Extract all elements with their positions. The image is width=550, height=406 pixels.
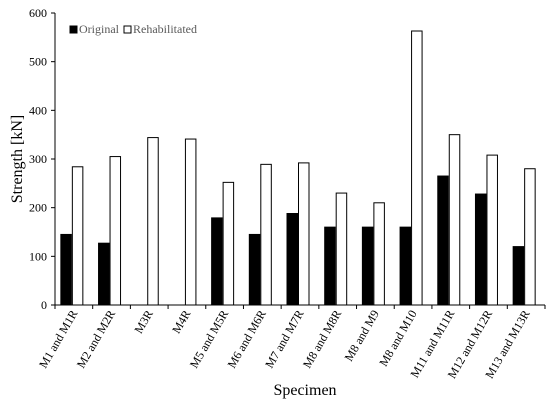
bar-original-12	[474, 193, 487, 306]
bar-original-13	[512, 246, 525, 306]
x-tick-label: M1 and M1R	[36, 308, 80, 371]
bar-rehabilitated-13	[524, 168, 536, 306]
legend-label-rehabilitated: Rehabilitated	[133, 22, 197, 36]
y-tick-label: 0	[41, 298, 47, 312]
y-tick-label: 200	[29, 201, 47, 215]
bar-rehabilitated-12	[486, 154, 498, 306]
legend-label-original: Original	[79, 22, 120, 36]
y-axis-title: Strength [kN]	[9, 115, 26, 203]
x-tick-label: M5 and M5R	[187, 308, 231, 371]
bar-original-11	[437, 175, 449, 306]
bar-rehabilitated-1	[71, 166, 84, 306]
bar-original-6	[248, 233, 261, 306]
y-tick-label: 400	[29, 103, 47, 117]
bar-rehabilitated-8	[335, 192, 348, 306]
bar-rehabilitated-9	[373, 202, 385, 306]
bar-original-2	[98, 242, 110, 306]
bar-original-10	[399, 226, 412, 306]
y-tick-label: 500	[29, 55, 47, 69]
bar-original-1	[60, 233, 72, 306]
y-tick-label: 300	[29, 152, 47, 166]
bar-original-5	[211, 217, 223, 306]
y-axis-ticks: 0 100 200 300 400 500 600	[29, 6, 55, 312]
bar-original-7	[286, 213, 298, 306]
bar-original-9	[361, 226, 374, 306]
x-tick-label: M8 and M10	[376, 308, 419, 369]
x-tick-label: M8 and M8R	[300, 308, 344, 371]
x-tick-label: M7 and M7R	[262, 308, 306, 371]
bar-rehabilitated-3	[147, 137, 159, 306]
bars	[60, 30, 536, 306]
axes	[54, 13, 545, 306]
y-tick-label: 600	[29, 6, 47, 20]
x-tick-label: M4R	[169, 308, 193, 336]
bar-rehabilitated-7	[298, 162, 310, 306]
bar-rehabilitated-10	[411, 30, 423, 306]
legend-swatch-rehabilitated	[123, 25, 132, 34]
x-tick-label: M8 and M9	[342, 308, 382, 364]
x-axis-title: Specimen	[273, 382, 336, 399]
legend-swatch-original	[69, 25, 78, 34]
bar-rehabilitated-11	[448, 134, 461, 306]
bar-original-8	[324, 226, 336, 306]
bar-rehabilitated-4	[184, 138, 197, 306]
x-tick-label: M3R	[131, 308, 155, 336]
y-tick-label: 100	[29, 249, 47, 263]
x-tick-label: M6 and M6R	[224, 308, 268, 371]
x-tick-label: M2 and M2R	[74, 308, 118, 371]
bar-rehabilitated-2	[109, 156, 122, 306]
bar-rehabilitated-5	[222, 181, 235, 306]
bar-rehabilitated-6	[260, 163, 272, 306]
legend: Original Rehabilitated	[69, 22, 197, 36]
